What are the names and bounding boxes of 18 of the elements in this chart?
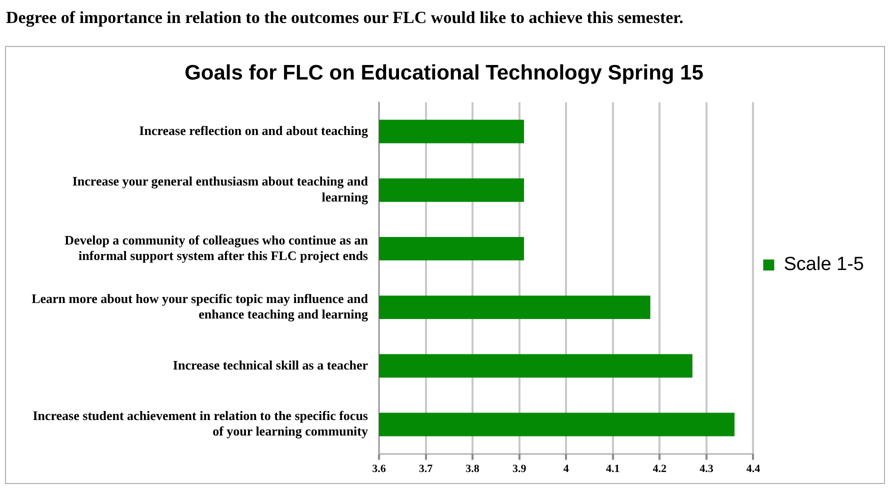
- x-tick-label: 3.7: [418, 463, 434, 476]
- chart-title: Goals for FLC on Educational Technology Spring 15: [184, 61, 704, 84]
- y-tick-label: Learn more about how your specific topic may influence and enhance teaching and learning: [32, 290, 369, 322]
- legend-label: Scale 1-5: [784, 254, 864, 276]
- x-tick-label: 4.3: [700, 463, 714, 476]
- y-tick-label: Increase technical skill as a teacher: [172, 357, 368, 372]
- x-tick-label: 3.9: [512, 463, 527, 476]
- x-tick-label: 4.4: [746, 463, 761, 476]
- x-tick-label: 3.6: [372, 463, 386, 476]
- x-tick-label: 4.1: [606, 463, 620, 476]
- y-tick-label: Increase student achievement in relation to the specific focus of your learning community: [32, 408, 368, 439]
- x-tick-label: 4.2: [652, 463, 668, 476]
- chart-subtitle: Degree of importance in relation to the outcomes our FLC would like to achieve this semester.: [6, 8, 684, 28]
- x-tick-label: 3.8: [466, 463, 480, 476]
- y-tick-label: Increase your general enthusiasm about teaching and learning: [72, 174, 369, 204]
- x-tick-label: 4: [563, 463, 570, 476]
- y-tick-label: Increase reflection on and about teaching: [139, 122, 368, 138]
- y-tick-label: Develop a community of colleagues who continue as an informal support system after this FLC project ends: [64, 232, 369, 263]
